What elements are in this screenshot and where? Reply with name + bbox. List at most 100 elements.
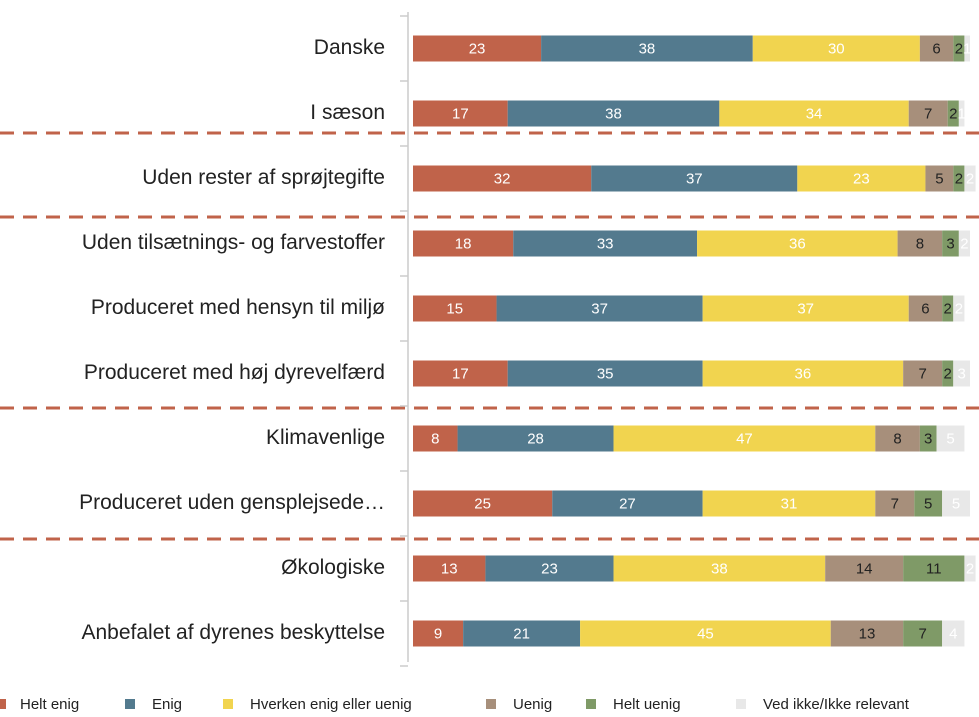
bar-segment [830,620,904,647]
data-label: 37 [686,170,703,187]
bar-segment [964,555,976,582]
data-label: 38 [639,40,656,57]
data-label: 17 [452,105,469,122]
bar-segment [413,295,497,322]
bar-segment [797,165,926,192]
data-label: 23 [541,560,558,577]
bar-segment [942,230,959,257]
bar-segment [958,230,970,257]
data-label: 30 [828,40,845,57]
bar-segment [825,555,904,582]
bar-segment [513,230,698,257]
bar-segment [413,100,508,127]
bar-segment [613,555,826,582]
bar-segment [591,165,798,192]
bar-segment [942,490,970,517]
data-label: 1 [957,105,965,122]
data-label: 2 [966,560,974,577]
bar-segment [964,35,970,62]
bar-segment [925,165,954,192]
bar-segment [953,360,970,387]
data-label: 37 [591,300,608,317]
bar-segment [457,425,614,452]
legend-swatch [125,699,135,709]
data-label: 25 [474,495,491,512]
data-label: 8 [431,430,439,447]
bar-segment [580,620,831,647]
bar-segment [613,425,876,452]
data-label: 35 [597,365,614,382]
data-label: 36 [795,365,812,382]
data-label: 2 [955,170,963,187]
legend-swatch [0,699,6,709]
bar-segment [702,360,904,387]
bar-segment [953,165,965,192]
category-label: Uden rester af sprøjtegifte [142,166,385,189]
bar-segment [903,620,943,647]
legend-swatch [736,699,746,709]
data-label: 2 [944,300,952,317]
bar-segment [719,100,909,127]
category-label: Anbefalet af dyrenes beskyttelse [81,621,385,644]
data-label: 15 [446,300,463,317]
data-label: 17 [452,365,469,382]
bar-segment [552,490,703,517]
data-label: 6 [921,300,929,317]
data-label: 13 [859,625,876,642]
bar-segment [702,295,909,322]
bar-segment [908,295,943,322]
separators [0,131,979,541]
data-label: 23 [853,170,870,187]
data-label: 23 [469,40,486,57]
data-label: 4 [949,625,957,642]
category-label: Produceret med høj dyrevelfærd [84,361,385,384]
bar-segment [903,360,943,387]
data-label: 28 [527,430,544,447]
bar-segment [947,100,959,127]
data-label: 38 [711,560,728,577]
bar-segment [936,425,965,452]
bar-segment [697,230,898,257]
category-label: Uden tilsætnings- og farvestoffer [82,231,385,254]
legend-label: Enig [152,696,182,713]
bar-segment [413,165,592,192]
bar-segment [914,490,943,517]
bar-segment [953,295,965,322]
data-label: 37 [797,300,814,317]
data-label: 7 [918,365,926,382]
data-label: 8 [916,235,924,252]
category-label: Produceret med hensyn til miljø [91,296,385,319]
data-label: 18 [455,235,472,252]
bar-segment [507,100,720,127]
bar-segment [958,100,965,127]
bar-segment [413,555,486,582]
category-label: Produceret uden gensplejsede… [79,491,385,514]
bar-segment [953,35,965,62]
bar-segment [908,100,948,127]
bar-segment [463,620,581,647]
legend-swatch [486,699,496,709]
bar-segment [942,295,954,322]
bar-segment [752,35,920,62]
bar-segment [413,490,553,517]
legend-swatch [586,699,596,709]
data-label: 13 [441,560,458,577]
bar-segment [919,425,937,452]
data-label: 27 [619,495,636,512]
data-label: 1 [963,40,971,57]
data-label: 11 [926,560,942,577]
data-label: 5 [935,170,943,187]
data-label: 31 [781,495,798,512]
bar-segment [875,490,915,517]
bar-segment [964,165,976,192]
data-label: 2 [944,365,952,382]
data-label: 5 [924,495,932,512]
category-label: I sæson [310,101,385,124]
data-label: 6 [932,40,940,57]
data-label: 5 [952,495,960,512]
bar-segment [942,620,965,647]
bar-segment [496,295,703,322]
data-label: 45 [697,625,714,642]
data-label: 33 [597,235,614,252]
